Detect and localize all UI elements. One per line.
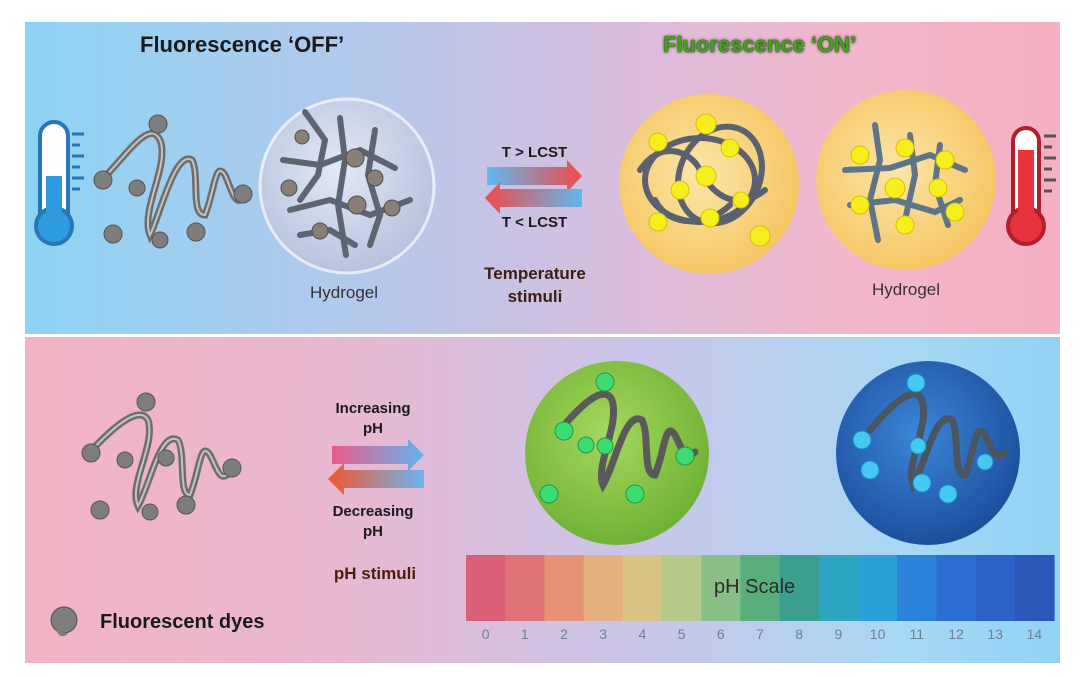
- ph-scale-number: 6: [716, 626, 725, 642]
- ph-scale-number: 5: [677, 626, 686, 642]
- ph-scale-number: 0: [481, 626, 490, 642]
- t-less-lcst-label: T < LCST: [501, 214, 568, 231]
- hydrogel-label-right: Hydrogel: [872, 280, 941, 299]
- ph-scale-number: 12: [948, 626, 964, 642]
- title-fluorescence-on: Fluorescence ‘ON’: [663, 32, 857, 57]
- ph-scale-bar: [466, 555, 1055, 621]
- ph-scale-segment: [701, 555, 741, 621]
- polymer-chain-off: [93, 114, 253, 249]
- ph-scale-segment: [975, 555, 1016, 621]
- fluorescent-dye-icon: [50, 606, 78, 637]
- ph-scale-number: 3: [599, 626, 608, 642]
- temperature-stimuli-line2: stimuli: [507, 287, 563, 306]
- ph-scale-segment: [1014, 555, 1055, 621]
- ph-scale-segment: [544, 555, 585, 621]
- ph-scale-segment: [583, 555, 624, 621]
- ph-scale-number: 11: [909, 626, 925, 642]
- ph-scale-segment: [740, 555, 781, 621]
- collapsed-polymer-on-circle: [619, 94, 799, 274]
- polymer-chain-ph: [81, 392, 242, 521]
- ph-scale-number: 13: [987, 626, 1003, 642]
- ph-scale-segment: [897, 555, 937, 621]
- t-greater-lcst-label: T > LCST: [501, 144, 568, 161]
- ph-scale-number: 8: [795, 626, 804, 642]
- decreasing-ph-line2: pH: [363, 523, 383, 540]
- ph-scale-number: 4: [638, 626, 647, 642]
- ph-arrows: [328, 439, 424, 495]
- temperature-stimuli-line1: Temperature: [484, 264, 586, 283]
- ph-scale-title: pH Scale: [714, 576, 796, 598]
- basic-blue-circle: [836, 361, 1020, 545]
- title-fluorescence-off: Fluorescence ‘OFF’: [140, 32, 345, 57]
- ph-scale-segment: [858, 555, 898, 621]
- ph-scale-number: 2: [560, 626, 568, 642]
- ph-scale-segment: [779, 555, 820, 621]
- ph-scale-number: 9: [834, 626, 843, 642]
- hot-thermometer-icon: [1006, 126, 1056, 246]
- acidic-green-circle: [525, 361, 709, 545]
- ph-scale-segment: [466, 555, 506, 621]
- increasing-ph-line2: pH: [363, 420, 383, 437]
- ph-scale-segment: [622, 555, 663, 621]
- increasing-ph-line1: Increasing: [335, 400, 411, 417]
- ph-scale-number: 7: [756, 626, 764, 642]
- decreasing-ph-line1: Decreasing: [332, 503, 414, 520]
- ph-stimuli-label: pH stimuli: [333, 564, 417, 583]
- temperature-arrows: [485, 160, 582, 214]
- ph-scale-segment: [662, 555, 702, 621]
- ph-scale-number: 10: [869, 626, 886, 642]
- ph-scale-segment: [936, 555, 977, 621]
- ph-scale-number: 14: [1026, 626, 1043, 642]
- legend-fluorescent-dyes: Fluorescent dyes: [100, 611, 265, 633]
- hydrogel-off-circle: [258, 97, 436, 275]
- hydrogel-label-left: Hydrogel: [310, 283, 379, 302]
- ph-scale-number: 1: [520, 626, 529, 642]
- ph-scale-segment: [818, 555, 859, 621]
- cold-thermometer-icon: [34, 120, 84, 246]
- ph-scale-segment: [505, 555, 545, 621]
- hydrogel-on-circle: [816, 90, 996, 270]
